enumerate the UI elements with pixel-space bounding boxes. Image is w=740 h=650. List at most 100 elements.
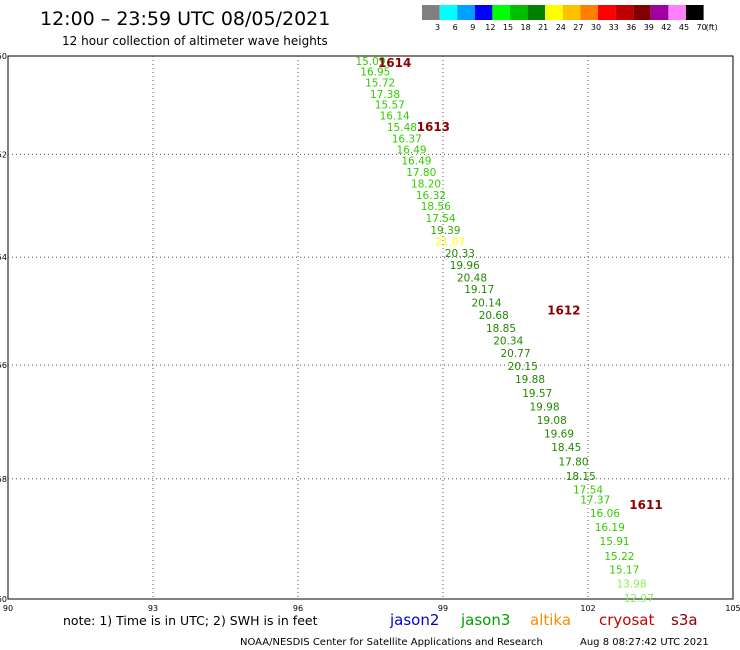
legend-tick-label: 15: [503, 23, 513, 32]
grid-lines: [8, 56, 733, 599]
swh-value: 18.15: [566, 471, 596, 483]
y-tick-label: -50: [0, 52, 7, 61]
swh-value: 18.45: [551, 442, 581, 454]
legend-tick-label: 6: [453, 23, 458, 32]
footer-note: note: 1) Time is in UTC; 2) SWH is in fe…: [63, 613, 318, 628]
y-tick-label: -52: [0, 150, 7, 159]
pass-number-label: 1611: [629, 498, 662, 512]
legend-tick-label: 45: [679, 23, 689, 32]
legend-swatch: [668, 5, 686, 20]
color-legend: 3 6 9 12 15 18 21 24 27 30 33 36 39 42 45 70(ft): [422, 5, 718, 32]
swh-value: 16.49: [397, 144, 427, 156]
swh-value: 12.97: [624, 593, 654, 605]
swh-value: 19.88: [515, 374, 545, 386]
swh-value: 18.56: [421, 201, 451, 213]
swh-value: 19.57: [522, 388, 552, 400]
x-tick-labels: 90 93 96 99 102 105: [3, 604, 740, 613]
legend-swatch: [527, 5, 546, 20]
swh-value: 15.57: [375, 100, 405, 112]
swh-value: 17.37: [580, 494, 610, 506]
pass-number-label: 1613: [417, 120, 450, 134]
swh-value: 16.49: [401, 155, 431, 167]
swh-value: 15.09: [355, 56, 385, 68]
swh-value: 15.17: [609, 565, 639, 577]
x-tick-label: 93: [148, 604, 158, 613]
satellite-name-jason3: jason3: [460, 611, 510, 629]
swh-value: 19.69: [544, 429, 574, 441]
legend-swatch: [562, 5, 581, 20]
legend-tick-label: 30: [591, 23, 601, 32]
swh-value: 16.37: [392, 133, 422, 145]
legend-tick-label: 24: [556, 23, 566, 32]
legend-tick-label: 70: [697, 23, 707, 32]
swh-value: 19.17: [464, 284, 494, 296]
satellite-name-altika: altika: [530, 611, 571, 629]
swh-value: 17.80: [406, 167, 436, 179]
swh-value: 18.20: [411, 179, 441, 191]
swh-value: 17.38: [370, 89, 400, 101]
swh-value: 20.15: [508, 361, 538, 373]
y-tick-label: -60: [0, 595, 7, 604]
satellite-name-s3a: s3a: [671, 611, 698, 629]
satellite-legend: jason2 jason3 altika cryosat s3a: [389, 611, 698, 629]
swh-value: 20.33: [445, 248, 475, 260]
swh-value: 20.48: [457, 272, 487, 284]
y-tick-labels: -50 -52 -54 -56 -58 -60: [0, 52, 7, 604]
legend-swatch: [422, 5, 440, 20]
swh-value: 19.08: [537, 415, 567, 427]
legend-tick-label: 39: [644, 23, 654, 32]
legend-tick-label: 36: [626, 23, 636, 32]
swh-value: 16.19: [595, 522, 625, 534]
legend-tick-label: 27: [573, 23, 583, 32]
legend-tick-label: 18: [521, 23, 531, 32]
x-tick-label: 102: [580, 604, 595, 613]
swh-value: 16.95: [360, 66, 390, 78]
page-title: 12:00 – 23:59 UTC 08/05/2021: [40, 8, 330, 30]
swh-value: 20.34: [493, 335, 523, 347]
swh-value: 16.06: [590, 508, 620, 520]
swh-value: 19.39: [430, 225, 460, 237]
legend-swatch: [457, 5, 475, 20]
y-tick-label: -54: [0, 253, 7, 262]
legend-swatch: [615, 5, 634, 20]
legend-tick-label: 3: [435, 23, 440, 32]
swh-value: 17.54: [426, 213, 456, 225]
swh-points: 15.0916.9515.7217.3815.5716.1415.4816.37…: [355, 56, 653, 605]
swh-value: 19.96: [450, 260, 480, 272]
swh-value: 17.80: [558, 456, 588, 468]
y-tick-label: -56: [0, 361, 7, 370]
legend-swatch: [439, 5, 458, 20]
swh-value: 20.68: [479, 310, 509, 322]
x-tick-label: 99: [438, 604, 448, 613]
satellite-name-cryosat: cryosat: [599, 611, 654, 629]
x-tick-label: 96: [293, 604, 303, 613]
legend-swatch: [474, 5, 493, 20]
footer-credit: NOAA/NESDIS Center for Satellite Applica…: [240, 637, 543, 648]
footer-timestamp: Aug 8 08:27:42 UTC 2021: [580, 637, 709, 648]
pass-number-label: 1612: [547, 304, 580, 318]
pass-labels: 1614 1613 1612 1611: [378, 56, 663, 512]
legend-tick-label: 33: [609, 23, 619, 32]
legend-swatch: [598, 5, 616, 20]
legend-swatch: [492, 5, 510, 20]
page-subtitle: 12 hour collection of altimeter wave hei…: [62, 34, 328, 48]
swh-value: 13.98: [616, 579, 646, 591]
legend-unit: (ft): [706, 23, 718, 32]
legend-swatch: [686, 5, 704, 20]
swh-value: 20.77: [500, 348, 530, 360]
legend-tick-label: 9: [470, 23, 475, 32]
legend-swatch: [580, 5, 598, 20]
swh-value: 15.48: [387, 122, 417, 134]
x-tick-label: 105: [725, 604, 740, 613]
legend-tick-label: 12: [485, 23, 495, 32]
satellite-name-jason2: jason2: [389, 611, 439, 629]
legend-tick-label: 42: [661, 23, 671, 32]
legend-tick-label: 21: [538, 23, 548, 32]
swh-value: 16.32: [416, 190, 446, 202]
swh-value: 19.98: [529, 401, 559, 413]
swh-value: 20.14: [471, 297, 501, 309]
swh-value: 18.85: [486, 323, 516, 335]
swh-value: 17.54: [573, 484, 603, 496]
swh-value: 15.91: [600, 536, 630, 548]
